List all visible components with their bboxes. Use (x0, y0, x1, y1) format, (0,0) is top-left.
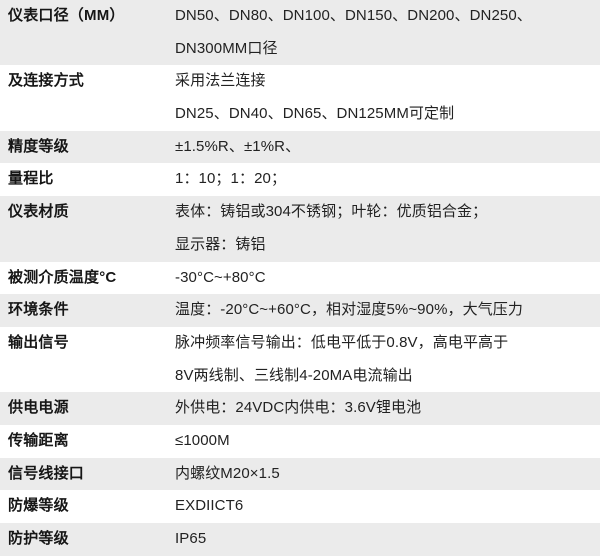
row-value-cell: 外供电：24VDC内供电：3.6V锂电池 (175, 392, 600, 425)
row-value-text: -30°C~+80°C (175, 268, 266, 286)
table-row: 仪表材质 表体：铸铝或304不锈钢；叶轮：优质铝合金； 显示器：铸铝 (0, 196, 600, 262)
table-row: 被测介质温度°C -30°C~+80°C (0, 261, 600, 295)
row-value-cell: IP65 (175, 523, 600, 556)
row-value-text: 温度：-20°C~+60°C，相对湿度5%~90%，大气压力 (175, 301, 524, 319)
row-label-cell: 量程比 (0, 163, 175, 196)
row-label-spacer (8, 360, 175, 393)
row-value-cell: 表体：铸铝或304不锈钢；叶轮：优质铝合金； 显示器：铸铝 (175, 196, 600, 261)
row-value-text: ≤1000M (175, 431, 230, 449)
row-value-text: IP65 (175, 530, 207, 547)
row-value-cell: 采用法兰连接 DN25、DN40、DN65、DN125MM可定制 (175, 65, 600, 130)
row-label-text: 防护等级 (8, 530, 69, 547)
row-value-text: 采用法兰连接 (175, 72, 266, 90)
row-label-cell: 仪表口径（MM） (0, 0, 175, 65)
row-value-cell: ≤1000M (175, 425, 600, 458)
row-label-cell: 供电电源 (0, 392, 175, 425)
row-label-cell: 传输距离 (0, 425, 175, 458)
row-label-cell: 防爆等级 (0, 490, 175, 523)
row-label-text: 被测介质温度°C (8, 268, 117, 286)
row-value-text: DN50、DN80、DN100、DN150、DN200、DN250、 (175, 7, 532, 24)
row-value-cell: EXDIICT6 (175, 490, 600, 523)
row-label-text: 及连接方式 (8, 72, 85, 90)
row-label-cell: 精度等级 (0, 131, 175, 164)
table-row: 仪表口径（MM） DN50、DN80、DN100、DN150、DN200、DN25… (0, 0, 600, 66)
row-value-text: 内螺纹M20×1.5 (175, 464, 280, 482)
row-label-text: 信号线接口 (8, 464, 85, 482)
table-row: 环境条件 温度：-20°C~+60°C，相对湿度5%~90%，大气压力 (0, 294, 600, 327)
row-value-text: ±1.5%R、±1%R、 (175, 137, 301, 155)
row-value-cell: DN50、DN80、DN100、DN150、DN200、DN250、 DN300M… (175, 0, 600, 65)
row-value-text: 脉冲频率信号输出：低电平低于0.8V，高电平高于 (175, 333, 509, 351)
row-value-text: DN300MM口径 (175, 39, 278, 57)
row-value-text: 1：10；1：20； (175, 170, 287, 188)
row-value-cell: 温度：-20°C~+60°C，相对湿度5%~90%，大气压力 (175, 294, 600, 327)
row-label-text: 防爆等级 (8, 497, 69, 515)
table-row: 精度等级 ±1.5%R、±1%R、 (0, 130, 600, 164)
row-value-text: 表体：铸铝或304不锈钢；叶轮：优质铝合金； (175, 203, 488, 221)
row-value-text: 8V两线制、三线制4-20MA电流输出 (175, 366, 413, 384)
row-label-cell: 信号线接口 (0, 458, 175, 491)
row-label-cell: 仪表材质 (0, 196, 175, 261)
row-value-cell: -30°C~+80°C (175, 262, 600, 295)
table-row: 防爆等级 EXDIICT6 (0, 490, 600, 523)
row-label-cell: 防护等级 (0, 523, 175, 556)
row-label-text: 精度等级 (8, 137, 69, 155)
row-value-cell: 内螺纹M20×1.5 (175, 458, 600, 491)
table-row: 输出信号 脉冲频率信号输出：低电平低于0.8V，高电平高于 8V两线制、三线制4-2… (0, 326, 600, 393)
row-value-cell: ±1.5%R、±1%R、 (175, 131, 600, 164)
row-label-cell: 输出信号 (0, 327, 175, 392)
row-label-spacer (8, 98, 175, 131)
row-label-text: 供电电源 (8, 399, 69, 417)
row-label-cell: 环境条件 (0, 294, 175, 327)
row-label-spacer (8, 229, 175, 262)
row-label-cell: 及连接方式 (0, 65, 175, 130)
table-row: 供电电源 外供电：24VDC内供电：3.6V锂电池 (0, 392, 600, 425)
row-label-text: 仪表口径（MM） (8, 7, 125, 24)
table-row: 信号线接口 内螺纹M20×1.5 (0, 457, 600, 491)
row-value-cell: 1：10；1：20； (175, 163, 600, 196)
row-value-cell: 脉冲频率信号输出：低电平低于0.8V，高电平高于 8V两线制、三线制4-20MA电… (175, 327, 600, 392)
row-label-text: 环境条件 (8, 301, 69, 319)
table-row: 量程比 1：10；1：20； (0, 163, 600, 197)
row-value-text: 外供电：24VDC内供电：3.6V锂电池 (175, 399, 422, 417)
row-label-text: 输出信号 (8, 333, 69, 351)
row-label-text: 仪表材质 (8, 203, 69, 221)
row-value-text: DN25、DN40、DN65、DN125MM可定制 (175, 105, 455, 123)
row-label-spacer (8, 33, 175, 66)
row-label-text: 量程比 (8, 170, 54, 188)
table-row: 传输距离 ≤1000M (0, 424, 600, 458)
row-value-text: EXDIICT6 (175, 497, 244, 515)
row-label-text: 传输距离 (8, 431, 69, 449)
row-label-cell: 被测介质温度°C (0, 262, 175, 295)
row-value-text: 显示器：铸铝 (175, 235, 266, 253)
table-row: 防护等级 IP65 (0, 523, 600, 556)
table-row: 及连接方式 采用法兰连接 DN25、DN40、DN65、DN125MM可定制 (0, 65, 600, 131)
